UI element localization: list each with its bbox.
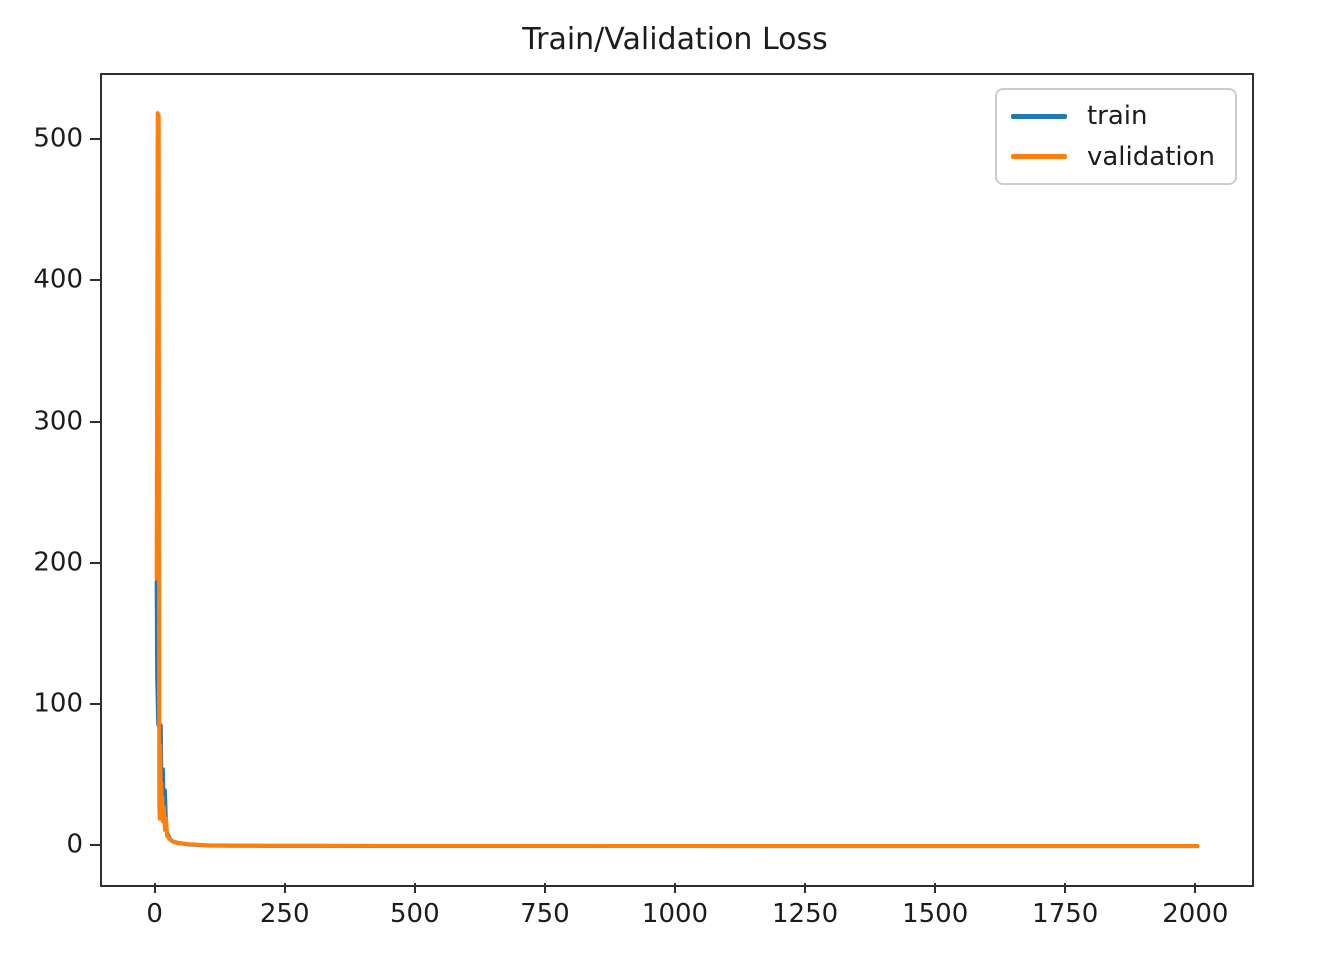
x-tick-mark bbox=[1194, 883, 1197, 893]
y-tick-label: 500 bbox=[33, 123, 83, 154]
series-line-train bbox=[154, 579, 1200, 849]
y-tick-mark bbox=[90, 561, 100, 564]
x-tick-label: 2000 bbox=[1162, 899, 1229, 929]
legend-item-validation: validation bbox=[1010, 141, 1215, 172]
y-tick-mark bbox=[90, 702, 100, 705]
chart-title: Train/Validation Loss bbox=[522, 22, 828, 57]
y-tick-mark bbox=[90, 843, 100, 846]
y-tick-mark bbox=[90, 138, 100, 141]
y-tick-mark bbox=[90, 420, 100, 423]
x-tick-label: 1000 bbox=[641, 899, 709, 929]
legend-line-sample-validation-icon bbox=[1010, 154, 1067, 160]
y-tick-label: 400 bbox=[33, 264, 83, 295]
x-tick-mark bbox=[413, 883, 416, 893]
x-tick-mark bbox=[543, 883, 546, 893]
x-tick-mark bbox=[153, 883, 156, 893]
legend-label-validation: validation bbox=[1086, 141, 1215, 172]
y-tick-label: 100 bbox=[33, 688, 83, 719]
legend-label-train: train bbox=[1086, 101, 1148, 131]
plot-area bbox=[100, 73, 1254, 887]
x-tick-mark bbox=[1064, 883, 1067, 893]
series-line-validation bbox=[154, 111, 1200, 849]
x-tick-label: 1250 bbox=[771, 899, 839, 929]
y-tick-mark bbox=[90, 279, 100, 282]
x-tick-label: 250 bbox=[259, 899, 310, 929]
legend-item-train: train bbox=[1010, 101, 1215, 131]
x-tick-label: 1750 bbox=[1032, 899, 1099, 929]
y-tick-label: 0 bbox=[66, 829, 83, 860]
x-tick-mark bbox=[934, 883, 937, 893]
x-tick-mark bbox=[804, 883, 807, 893]
x-tick-mark bbox=[674, 883, 676, 893]
plot-lines bbox=[154, 111, 1200, 849]
x-tick-label: 0 bbox=[146, 899, 163, 929]
y-tick-label: 200 bbox=[33, 547, 83, 578]
x-tick-label: 500 bbox=[389, 899, 440, 929]
y-tick-label: 300 bbox=[33, 405, 83, 436]
x-tick-mark bbox=[283, 883, 286, 893]
x-tick-label: 1500 bbox=[902, 899, 969, 929]
x-tick-label: 750 bbox=[520, 899, 570, 929]
legend: train validation bbox=[994, 88, 1237, 186]
legend-line-sample-train-icon bbox=[1010, 113, 1067, 119]
